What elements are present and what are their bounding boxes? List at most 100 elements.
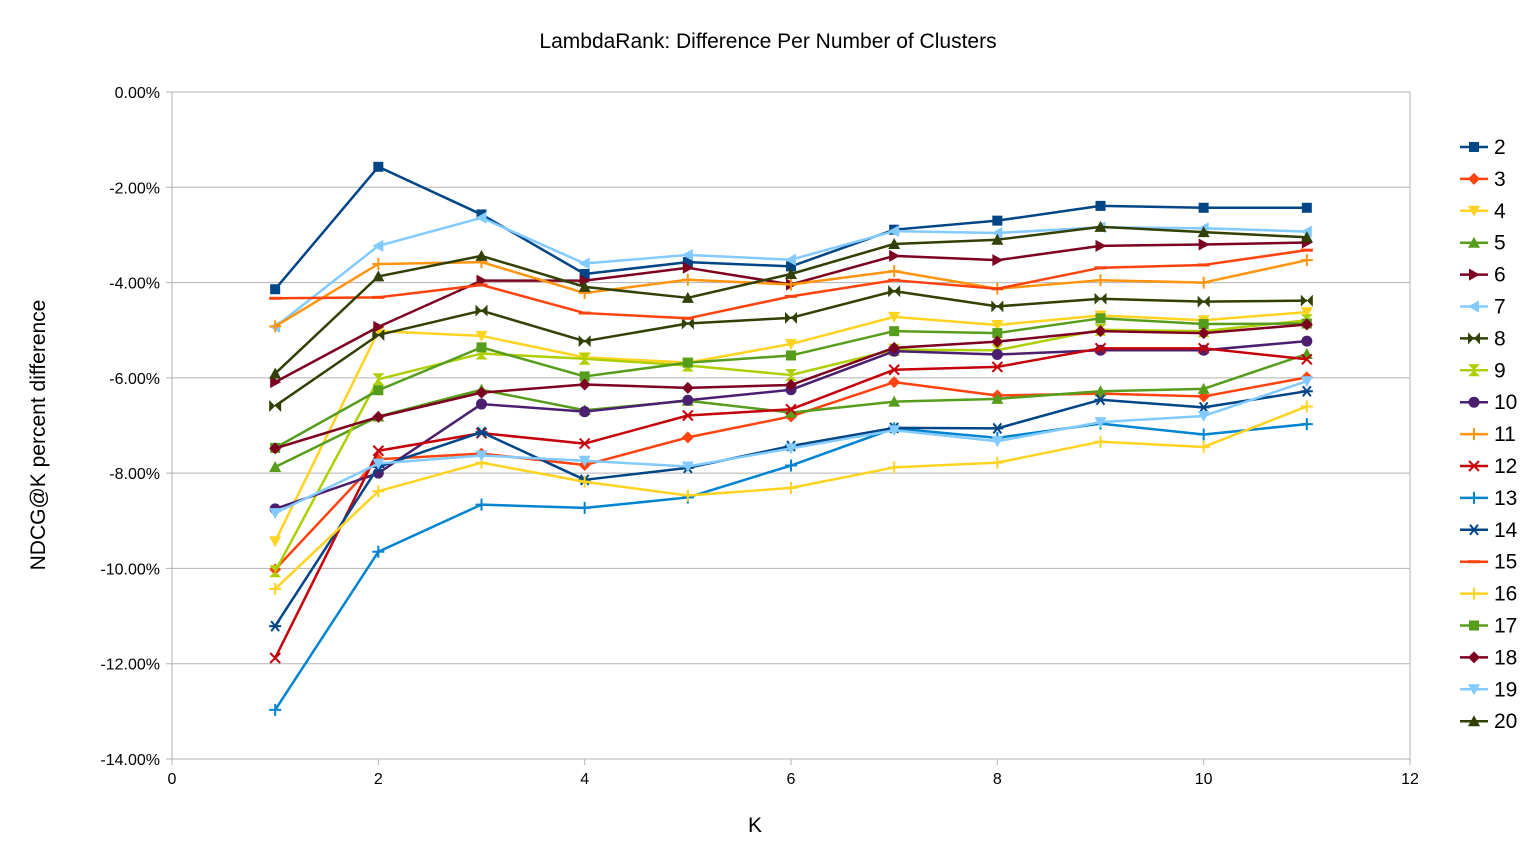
- data-point: [786, 261, 796, 272]
- data-point: [372, 328, 385, 341]
- data-point: [1300, 318, 1313, 331]
- data-point: [991, 319, 1004, 331]
- data-point: [888, 376, 901, 389]
- data-point: [372, 445, 385, 457]
- data-point: [992, 328, 1003, 339]
- legend-item: 6: [1460, 264, 1506, 287]
- data-point: [372, 257, 385, 270]
- legend-marker: [1469, 142, 1479, 152]
- legend-marker: [1468, 172, 1480, 185]
- legend-label: 16: [1494, 583, 1517, 606]
- data-point: [888, 364, 900, 376]
- legend-label: 13: [1494, 487, 1517, 510]
- legend-item: 20: [1460, 710, 1517, 733]
- data-point: [269, 367, 282, 379]
- data-point: [682, 257, 693, 268]
- data-point: [475, 304, 488, 317]
- data-point: [578, 378, 591, 391]
- data-point: [372, 239, 384, 252]
- legend-label: 17: [1494, 615, 1517, 638]
- legend-marker: [1468, 332, 1480, 345]
- data-point: [888, 425, 901, 437]
- legend-marker: [1468, 524, 1480, 536]
- legend-item: 17: [1460, 615, 1517, 638]
- legend-item: 15: [1460, 551, 1517, 574]
- legend-label: 6: [1494, 264, 1506, 287]
- data-point: [785, 403, 797, 416]
- data-point: [1300, 225, 1312, 238]
- data-point: [1095, 239, 1107, 252]
- data-point: [1300, 400, 1313, 413]
- data-point: [269, 652, 281, 664]
- data-point: [1197, 440, 1210, 453]
- data-point: [1197, 382, 1210, 394]
- data-point: [372, 458, 385, 470]
- data-point: [991, 392, 1004, 404]
- legend-marker: [1468, 587, 1480, 600]
- data-point: [1301, 353, 1313, 365]
- y-tick-label: -2.00%: [109, 180, 160, 197]
- series-18: [269, 318, 1313, 455]
- x-tick-label: 0: [168, 771, 177, 788]
- data-point: [1197, 327, 1210, 340]
- x-tick-label: 4: [580, 771, 589, 788]
- series-4: [269, 307, 1313, 548]
- y-tick-label: -10.00%: [100, 561, 160, 578]
- legend-item: 5: [1460, 232, 1506, 255]
- series-8: [269, 285, 1313, 412]
- legend-marker: [1468, 396, 1480, 408]
- y-tick-label: -6.00%: [109, 371, 160, 388]
- data-point: [785, 443, 797, 455]
- series-15: [269, 248, 1313, 320]
- legend-item: 8: [1460, 327, 1506, 350]
- legend-label: 20: [1494, 710, 1517, 733]
- legend-item: 12: [1460, 455, 1517, 478]
- data-point: [476, 209, 487, 220]
- data-point: [1300, 254, 1313, 267]
- data-point: [1198, 319, 1209, 330]
- series-line: [274, 405, 1308, 590]
- x-tick-label: 8: [993, 771, 1002, 788]
- data-point: [1094, 435, 1107, 448]
- data-point: [475, 426, 488, 438]
- data-point: [1197, 428, 1210, 441]
- data-point: [269, 703, 282, 716]
- data-point: [579, 371, 590, 382]
- data-point: [681, 248, 693, 261]
- series-line: [274, 389, 1308, 627]
- data-point: [681, 489, 694, 502]
- legend-label: 14: [1494, 519, 1518, 542]
- legend-label: 12: [1494, 455, 1517, 478]
- data-point: [889, 249, 901, 262]
- data-point: [1197, 401, 1210, 414]
- data-point: [682, 409, 694, 422]
- data-point: [578, 257, 590, 270]
- data-point: [579, 406, 591, 418]
- data-point: [785, 278, 797, 291]
- data-point: [578, 475, 591, 488]
- data-point: [681, 381, 694, 394]
- data-point: [1197, 410, 1210, 422]
- data-point: [1094, 417, 1107, 429]
- legend-label: 10: [1494, 391, 1517, 414]
- data-point: [269, 399, 282, 412]
- data-point: [372, 545, 385, 558]
- data-point: [476, 398, 487, 410]
- y-tick-label: -8.00%: [109, 466, 160, 483]
- data-point: [1095, 200, 1106, 211]
- data-point: [1094, 394, 1107, 406]
- legend-label: 9: [1494, 359, 1506, 382]
- y-tick-label: -4.00%: [109, 276, 160, 293]
- data-point: [1300, 348, 1313, 360]
- data-point: [1095, 313, 1106, 324]
- data-point: [475, 498, 488, 511]
- data-point: [1300, 307, 1313, 319]
- data-point: [682, 357, 693, 368]
- data-point: [785, 267, 797, 279]
- x-tick-label: 10: [1195, 771, 1213, 788]
- x-tick-label: 2: [374, 771, 383, 788]
- y-tick-label: -14.00%: [100, 752, 160, 769]
- legend-label: 5: [1494, 232, 1506, 255]
- data-point: [991, 233, 1004, 245]
- data-point: [269, 536, 282, 548]
